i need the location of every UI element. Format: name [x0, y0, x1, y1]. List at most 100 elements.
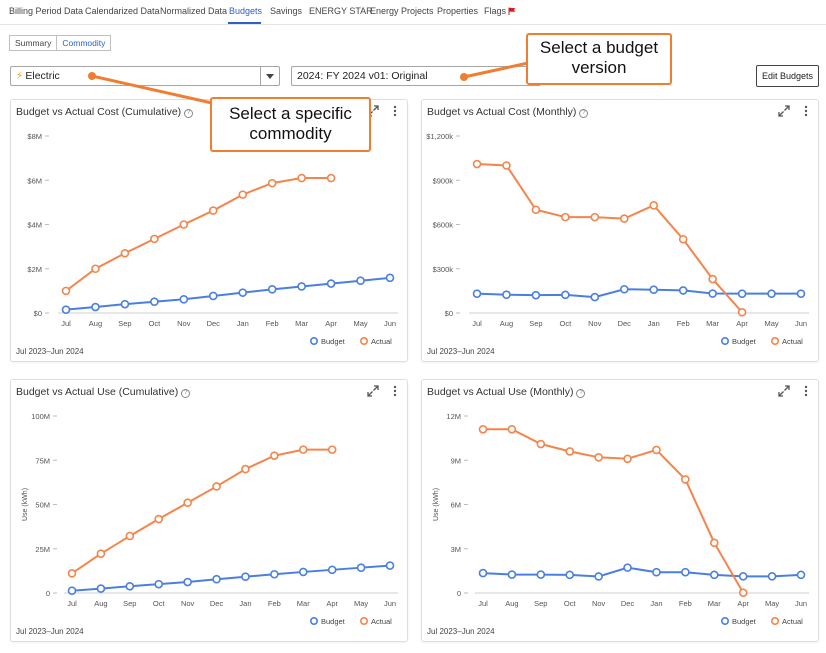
- x-tick-label: Feb: [268, 599, 281, 608]
- data-point-actual: [298, 445, 308, 454]
- x-tick-label: Sep: [529, 319, 542, 328]
- data-point-budget: [565, 570, 575, 580]
- data-point-budget: [179, 294, 189, 304]
- tab-properties[interactable]: Properties: [437, 6, 479, 16]
- data-point-budget: [502, 290, 511, 300]
- commodity-dropdown-toggle[interactable]: [260, 67, 279, 85]
- help-icon[interactable]: ?: [579, 109, 589, 118]
- legend-label-budget: Budget: [732, 337, 757, 346]
- y-tick-label: $300k: [433, 265, 454, 274]
- x-tick-label: Nov: [181, 599, 195, 608]
- help-icon[interactable]: ?: [184, 109, 194, 118]
- x-tick-label: Oct: [560, 319, 573, 328]
- data-point-budget: [472, 289, 482, 298]
- subtab-commodity[interactable]: Commodity: [57, 35, 112, 51]
- help-icon[interactable]: ?: [576, 389, 586, 398]
- tab-energy-star[interactable]: ENERGY STAR: [309, 6, 373, 16]
- data-point-actual: [565, 447, 575, 456]
- commodity-select-value: Electric: [25, 70, 60, 82]
- data-point-budget: [796, 289, 806, 298]
- tab-savings[interactable]: Savings: [270, 6, 303, 16]
- chart-title: Budget vs Actual Use (Cumulative)?: [16, 386, 191, 398]
- tab-budgets[interactable]: Budgets: [229, 6, 263, 16]
- data-point-actual: [737, 307, 747, 317]
- legend-marker-budget: [720, 617, 729, 626]
- more-options-icon[interactable]: [804, 385, 808, 397]
- legend-marker-actual: [770, 337, 779, 346]
- data-point-actual: [183, 498, 192, 508]
- expand-icon[interactable]: [778, 105, 790, 117]
- legend-label-budget: Budget: [321, 337, 346, 346]
- chart-title-text: Budget vs Actual Use (Monthly): [427, 386, 574, 398]
- data-point-budget: [96, 584, 106, 593]
- series-line-actual: [476, 163, 743, 313]
- x-tick-label: Sep: [118, 319, 131, 328]
- x-tick-label: Apr: [326, 599, 338, 608]
- x-tick-label: Aug: [89, 319, 102, 328]
- data-point-budget: [767, 289, 776, 298]
- x-tick-label: Jan: [239, 599, 251, 608]
- tab-normalized-data[interactable]: Normalized Data: [160, 6, 228, 16]
- data-point-budget: [561, 290, 570, 300]
- tab-flags[interactable]: Flags: [484, 6, 516, 16]
- subtab-group: Summary Commodity: [9, 35, 112, 51]
- data-point-actual: [623, 454, 632, 464]
- series-line-budget: [65, 276, 391, 311]
- x-tick-label: Jul: [67, 599, 77, 608]
- data-point-budget: [796, 570, 806, 580]
- help-icon[interactable]: ?: [181, 389, 191, 398]
- chart-period: Jul 2023–Jun 2024: [427, 627, 495, 636]
- y-tick-label: $2M: [27, 265, 42, 274]
- expand-icon[interactable]: [367, 105, 379, 117]
- edit-budgets-button[interactable]: Edit Budgets: [756, 65, 819, 87]
- x-tick-label: Aug: [500, 319, 513, 328]
- legend-marker-budget: [720, 337, 729, 346]
- more-options-icon[interactable]: [393, 105, 397, 117]
- x-tick-label: Dec: [621, 599, 635, 608]
- x-tick-label: Dec: [210, 599, 224, 608]
- chart-plot: $0 $300k $600k $900k $1,200k Jul Aug Sep Oct Nov D…: [426, 132, 809, 346]
- legend-label-budget: Budget: [732, 617, 757, 626]
- more-options-icon[interactable]: [393, 385, 397, 397]
- x-tick-label: Sep: [534, 599, 547, 608]
- data-point-budget: [183, 577, 192, 587]
- data-point-budget: [708, 289, 717, 298]
- series-line-actual: [483, 428, 745, 594]
- data-point-actual: [212, 482, 221, 491]
- chart-period: Jul 2023–Jun 2024: [16, 627, 84, 636]
- data-point-actual: [561, 212, 570, 222]
- data-point-budget: [125, 581, 135, 591]
- expand-icon[interactable]: [778, 385, 790, 397]
- commodity-select[interactable]: ⚡ Electric: [10, 66, 280, 86]
- x-tick-label: Mar: [295, 319, 308, 328]
- top-nav: Billing Period Data Calendarized Data No…: [0, 0, 826, 25]
- data-point-budget: [241, 572, 250, 582]
- budget-version-select[interactable]: 2024: FY 2024 v01: Original: [291, 66, 541, 86]
- data-point-actual: [531, 205, 541, 215]
- series-line-budget: [482, 566, 802, 578]
- data-point-actual: [708, 274, 717, 284]
- x-tick-label: Nov: [177, 319, 191, 328]
- subtab-summary[interactable]: Summary: [9, 35, 58, 51]
- x-tick-label: Aug: [94, 599, 107, 608]
- x-tick-label: Dec: [618, 319, 632, 328]
- legend-label-actual: Actual: [782, 617, 803, 626]
- data-point-budget: [594, 572, 603, 581]
- commodity-callout: Select a specific commodity: [210, 97, 371, 152]
- tab-energy-projects[interactable]: Energy Projects: [370, 6, 434, 16]
- data-point-actual: [179, 220, 189, 229]
- x-tick-label: May: [353, 319, 367, 328]
- data-point-actual: [619, 214, 629, 223]
- x-tick-label: Jul: [61, 319, 71, 328]
- series-line-actual: [65, 177, 332, 292]
- y-tick-label: 12M: [446, 412, 461, 421]
- x-tick-label: Oct: [564, 599, 577, 608]
- x-tick-label: Jan: [650, 599, 662, 608]
- more-options-icon[interactable]: [804, 105, 808, 117]
- y-tick-label: 0: [457, 589, 461, 598]
- tab-calendarized-data[interactable]: Calendarized Data: [85, 6, 160, 16]
- y-tick-label: $0: [445, 309, 453, 318]
- expand-icon[interactable]: [367, 385, 379, 397]
- y-axis-label: Use (kWh): [433, 488, 440, 521]
- tab-billing-period-data[interactable]: Billing Period Data: [9, 6, 84, 16]
